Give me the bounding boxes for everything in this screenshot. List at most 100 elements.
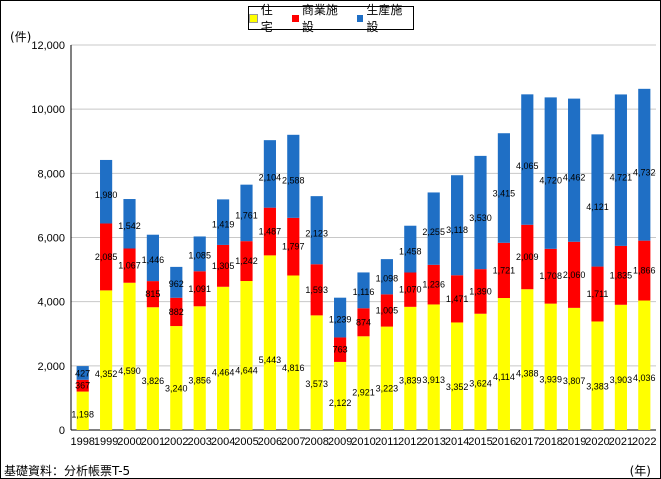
- bar-segment: [287, 275, 300, 430]
- bar-segment: [544, 97, 557, 249]
- bar-segment: [76, 366, 89, 380]
- bar-segment: [404, 306, 417, 430]
- legend-label-housing: 住宅: [260, 3, 273, 34]
- data-label: 3,807: [563, 376, 586, 386]
- data-label: 2,921: [352, 388, 375, 398]
- x-tick-label: 2008: [304, 436, 328, 448]
- bar-segment: [638, 240, 651, 301]
- data-label: 367: [75, 381, 90, 391]
- data-label: 4,644: [235, 365, 258, 375]
- x-tick-label: 2006: [258, 436, 282, 448]
- data-label: 4,352: [95, 369, 118, 379]
- bar-segment: [427, 264, 440, 305]
- bar-segment: [568, 98, 581, 242]
- x-tick-label: 2002: [164, 436, 188, 448]
- data-label: 4,462: [563, 172, 586, 182]
- bar-segment: [544, 248, 557, 304]
- bar-segment: [217, 286, 230, 430]
- data-label: 4,732: [633, 167, 656, 177]
- data-label: 4,121: [586, 202, 609, 212]
- legend-label-production: 生産施設: [366, 3, 403, 34]
- data-label: 1,005: [376, 305, 399, 315]
- x-tick-label: 1998: [70, 436, 94, 448]
- data-label: 4,036: [633, 373, 656, 383]
- bar-segment: [451, 175, 464, 276]
- bar-segment: [170, 326, 183, 430]
- x-tick-label: 2001: [141, 436, 165, 448]
- x-tick-label: 1999: [94, 436, 118, 448]
- x-tick-label: 2017: [515, 436, 539, 448]
- bar-segment: [404, 225, 417, 273]
- y-tick-label: 0: [59, 425, 65, 437]
- bar-segment: [521, 94, 534, 225]
- data-label: 1,980: [95, 190, 118, 200]
- legend-label-commercial: 商業施設: [301, 3, 338, 34]
- x-tick-label: 2014: [445, 436, 469, 448]
- data-label: 1,866: [633, 266, 656, 276]
- bar-segment: [263, 140, 276, 208]
- data-label: 1,098: [376, 273, 399, 283]
- data-label: 2,104: [259, 172, 282, 182]
- bar-segment: [474, 155, 487, 270]
- bar-segment: [123, 282, 136, 430]
- data-label: 3,913: [422, 375, 445, 385]
- x-tick-label: 2000: [117, 436, 141, 448]
- bar-segment: [240, 184, 253, 242]
- data-label: 4,816: [282, 363, 305, 373]
- x-tick-label: 2013: [421, 436, 445, 448]
- data-label: 1,242: [235, 256, 258, 266]
- data-label: 3,939: [539, 374, 562, 384]
- bar-segment: [380, 326, 393, 430]
- data-label: 2,122: [329, 398, 352, 408]
- bar-segment: [170, 297, 183, 327]
- bar-segment: [263, 207, 276, 256]
- bar-segment: [474, 313, 487, 430]
- legend-swatch-housing: [249, 13, 258, 23]
- bar-segment: [427, 304, 440, 430]
- x-tick-label: 2015: [468, 436, 492, 448]
- data-label: 1,067: [118, 261, 141, 271]
- data-label: 3,903: [610, 375, 633, 385]
- data-label: 4,464: [212, 368, 235, 378]
- bar-segment: [217, 199, 230, 245]
- data-label: 4,721: [610, 173, 633, 183]
- bar-segment: [497, 242, 510, 299]
- bar-segment: [614, 94, 627, 246]
- x-tick-label: 2016: [492, 436, 516, 448]
- data-label: 3,530: [469, 213, 492, 223]
- data-label: 1,085: [188, 251, 211, 261]
- data-label: 874: [356, 317, 371, 327]
- y-axis-unit-label: (件): [10, 30, 32, 44]
- bar-segment: [146, 281, 159, 308]
- data-label: 815: [145, 289, 160, 299]
- y-tick-label: 12,000: [31, 40, 65, 52]
- bar-segment: [100, 223, 113, 291]
- data-label: 763: [333, 345, 348, 355]
- bar-segment: [193, 306, 206, 430]
- data-label: 3,573: [305, 379, 328, 389]
- data-label: 1,390: [469, 286, 492, 296]
- bar-segment: [404, 272, 417, 307]
- data-label: 1,471: [446, 294, 469, 304]
- data-label: 2,009: [516, 252, 539, 262]
- data-label: 1,835: [610, 270, 633, 280]
- bar-segment: [521, 224, 534, 290]
- y-tick-label: 8,000: [37, 168, 65, 180]
- bar-segment: [287, 217, 300, 276]
- data-label: 1,091: [188, 284, 211, 294]
- data-label: 2,085: [95, 252, 118, 262]
- data-label: 1,458: [399, 246, 422, 256]
- bar-segment: [287, 134, 300, 218]
- bar-segment: [614, 245, 627, 305]
- source-note: 基礎資料：分析帳票T-5: [4, 464, 131, 478]
- y-tick-label: 2,000: [37, 361, 65, 373]
- data-label: 1,721: [493, 265, 516, 275]
- bar-segment: [310, 315, 323, 430]
- bar-segment: [568, 307, 581, 430]
- data-label: 2,588: [282, 175, 305, 185]
- data-label: 1,711: [587, 289, 609, 299]
- data-label: 1,446: [142, 255, 165, 265]
- data-label: 3,839: [399, 376, 422, 386]
- bar-segment: [240, 241, 253, 282]
